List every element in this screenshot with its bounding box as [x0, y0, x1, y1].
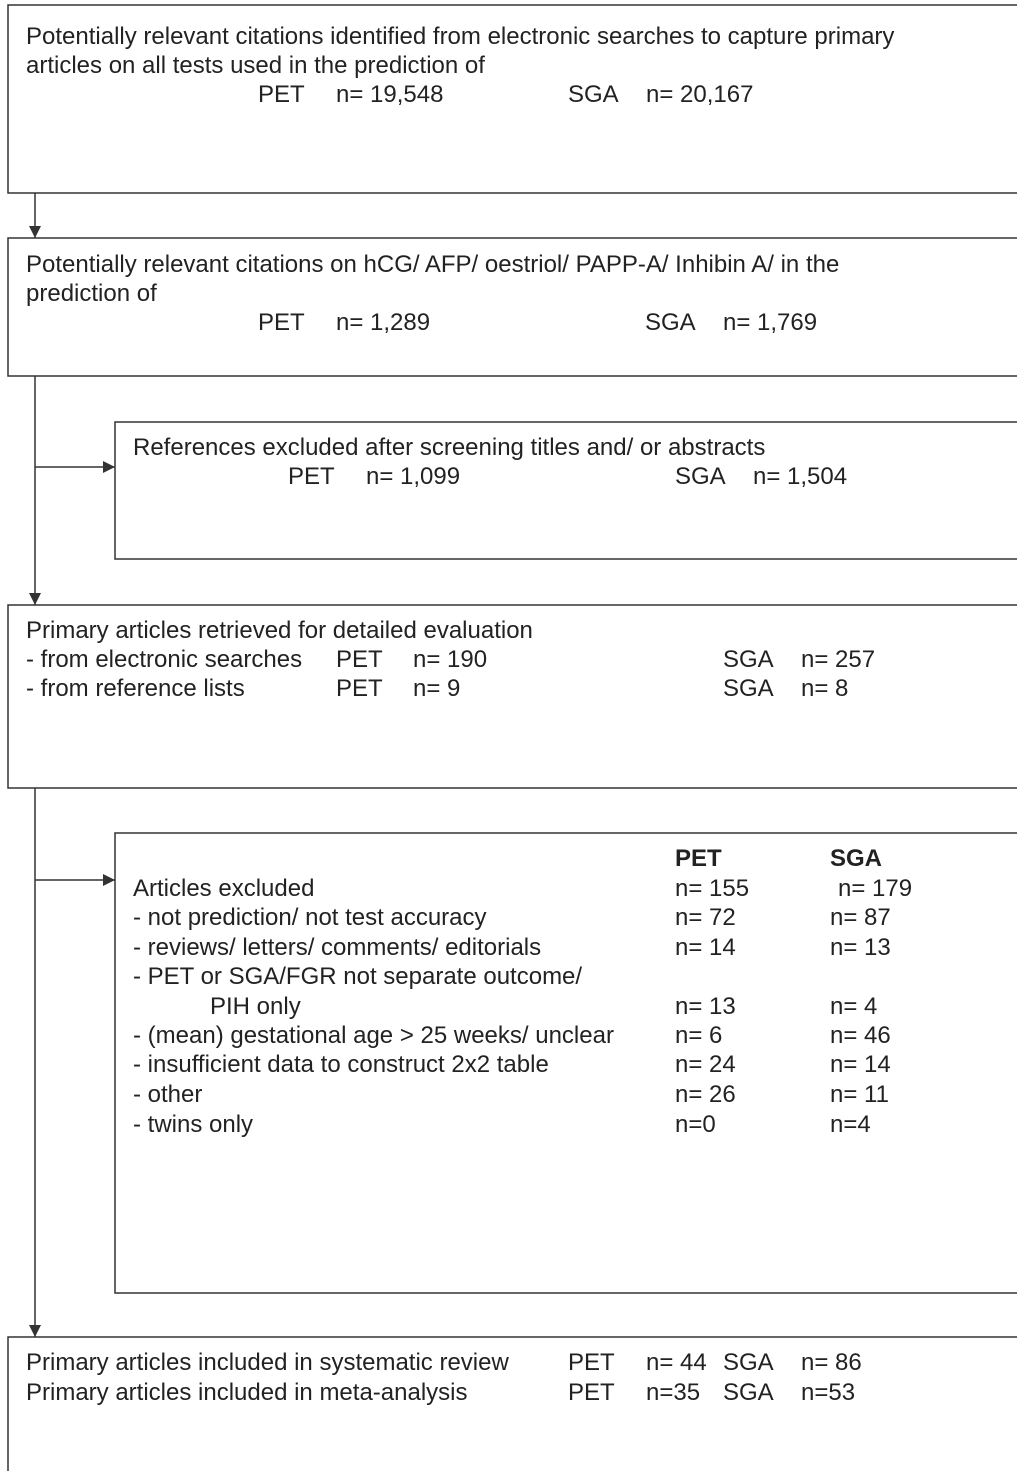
box-text: PET: [336, 675, 383, 702]
box-text: n= 155: [675, 875, 749, 902]
box-text: PET: [568, 1379, 615, 1406]
box-text: Potentially relevant citations on hCG/ A…: [26, 251, 839, 278]
box-text: n= 46: [830, 1022, 891, 1049]
box-text: - (mean) gestational age > 25 weeks/ unc…: [133, 1022, 614, 1049]
box-text: PET: [288, 463, 335, 490]
box-text: n= 20,167: [646, 81, 753, 108]
box-text: prediction of: [26, 280, 157, 307]
box-text: n= 11: [830, 1081, 889, 1108]
box-text: n= 19,548: [336, 81, 443, 108]
box-text: SGA: [723, 1349, 774, 1376]
box-text: - reviews/ letters/ comments/ editorials: [133, 934, 541, 961]
box-text: SGA: [830, 845, 882, 872]
box-text: - other: [133, 1081, 202, 1108]
box-text: PET: [336, 646, 383, 673]
box: [7, 604, 1017, 789]
box-text: - not prediction/ not test accuracy: [133, 904, 487, 931]
box-text: n= 13: [830, 934, 891, 961]
box-text: n= 72: [675, 904, 736, 931]
box-text: SGA: [723, 675, 774, 702]
box-text: SGA: [723, 646, 774, 673]
box-text: n= 14: [675, 934, 736, 961]
box-text: SGA: [723, 1379, 774, 1406]
box-text: n= 9: [413, 675, 460, 702]
box-text: n= 44: [646, 1349, 707, 1376]
box-text: PET: [258, 309, 305, 336]
box-text: Primary articles retrieved for detailed …: [26, 617, 533, 644]
box-text: Potentially relevant citations identifie…: [26, 23, 894, 50]
box-text: n= 26: [675, 1081, 736, 1108]
box-text: n=35: [646, 1379, 700, 1406]
box-text: n= 1,099: [366, 463, 460, 490]
box-text: n= 14: [830, 1051, 891, 1078]
box-text: n= 13: [675, 993, 736, 1020]
box-text: Primary articles included in meta-analys…: [26, 1379, 468, 1406]
box-text: n= 257: [801, 646, 875, 673]
box: [114, 421, 1017, 560]
box-text: - from reference lists: [26, 675, 245, 702]
box-text: SGA: [645, 309, 696, 336]
box-text: PIH only: [210, 993, 301, 1020]
box-text: PET: [258, 81, 305, 108]
box-text: - from electronic searches: [26, 646, 302, 673]
box-text: PET: [675, 845, 722, 872]
box-text: - PET or SGA/FGR not separate outcome/: [133, 963, 582, 990]
box-text: n=0: [675, 1111, 716, 1138]
box-text: Primary articles included in systematic …: [26, 1349, 509, 1376]
box: [114, 832, 1017, 1294]
box-text: n= 86: [801, 1349, 862, 1376]
box: [7, 4, 1017, 194]
box-text: n= 6: [675, 1022, 722, 1049]
box: [7, 1336, 1017, 1471]
box-text: n=4: [830, 1111, 871, 1138]
box-text: n= 1,769: [723, 309, 817, 336]
box-text: articles on all tests used in the predic…: [26, 52, 485, 79]
box-text: n= 8: [801, 675, 848, 702]
box-text: n=53: [801, 1379, 855, 1406]
box-text: PET: [568, 1349, 615, 1376]
box-text: n= 1,289: [336, 309, 430, 336]
box-text: n= 4: [830, 993, 877, 1020]
box-text: SGA: [675, 463, 726, 490]
box-text: - twins only: [133, 1111, 253, 1138]
box-text: n= 1,504: [753, 463, 847, 490]
box-text: n= 87: [830, 904, 891, 931]
box-text: Articles excluded: [133, 875, 314, 902]
box-text: n= 179: [838, 875, 912, 902]
box-text: n= 24: [675, 1051, 736, 1078]
box-text: References excluded after screening titl…: [133, 434, 765, 461]
box: [7, 237, 1017, 377]
box-text: - insufficient data to construct 2x2 tab…: [133, 1051, 549, 1078]
box-text: SGA: [568, 81, 619, 108]
box-text: n= 190: [413, 646, 487, 673]
